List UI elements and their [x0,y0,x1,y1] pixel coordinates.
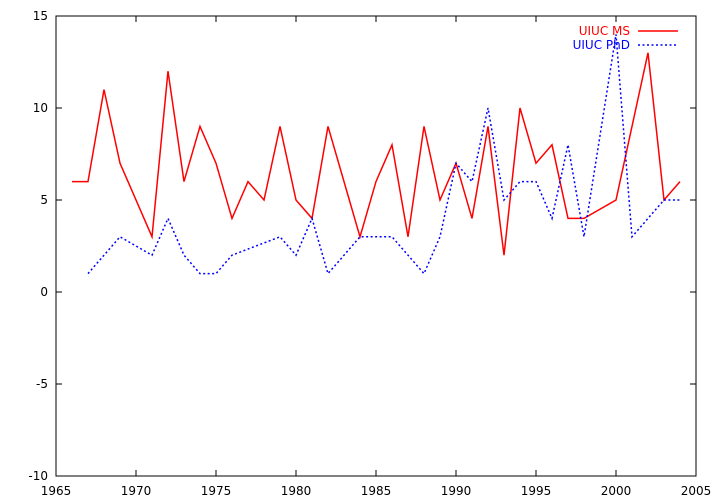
y-tick-label: 0 [40,285,48,299]
y-tick-label: -5 [36,377,48,391]
legend-label-uiuc-phd: UIUC PhD [573,38,630,52]
x-tick-label: 1975 [201,484,232,498]
plot-frame [55,15,697,477]
x-tick-label: 1990 [441,484,472,498]
legend-label-uiuc-ms: UIUC MS [579,24,630,38]
x-tick-label: 1970 [121,484,152,498]
x-tick-label: 1980 [281,484,312,498]
x-tick-label: 2005 [681,484,712,498]
y-tick-label: 10 [33,101,48,115]
x-tick-label: 1995 [521,484,552,498]
x-tick-label: 2000 [601,484,632,498]
y-tick-label: 5 [40,193,48,207]
x-tick-label: 1965 [41,484,72,498]
y-tick-label: 15 [33,9,48,23]
series-lines [72,34,681,276]
y-tick-label: -10 [28,469,48,483]
series-line-uiuc-ms [72,52,681,256]
series-line-uiuc-phd [87,34,680,276]
x-tick-label: 1985 [361,484,392,498]
axis-ticks: 1965 1970 1975 1980 1985 1990 1995 2000 2005 -10 -… [28,9,711,498]
